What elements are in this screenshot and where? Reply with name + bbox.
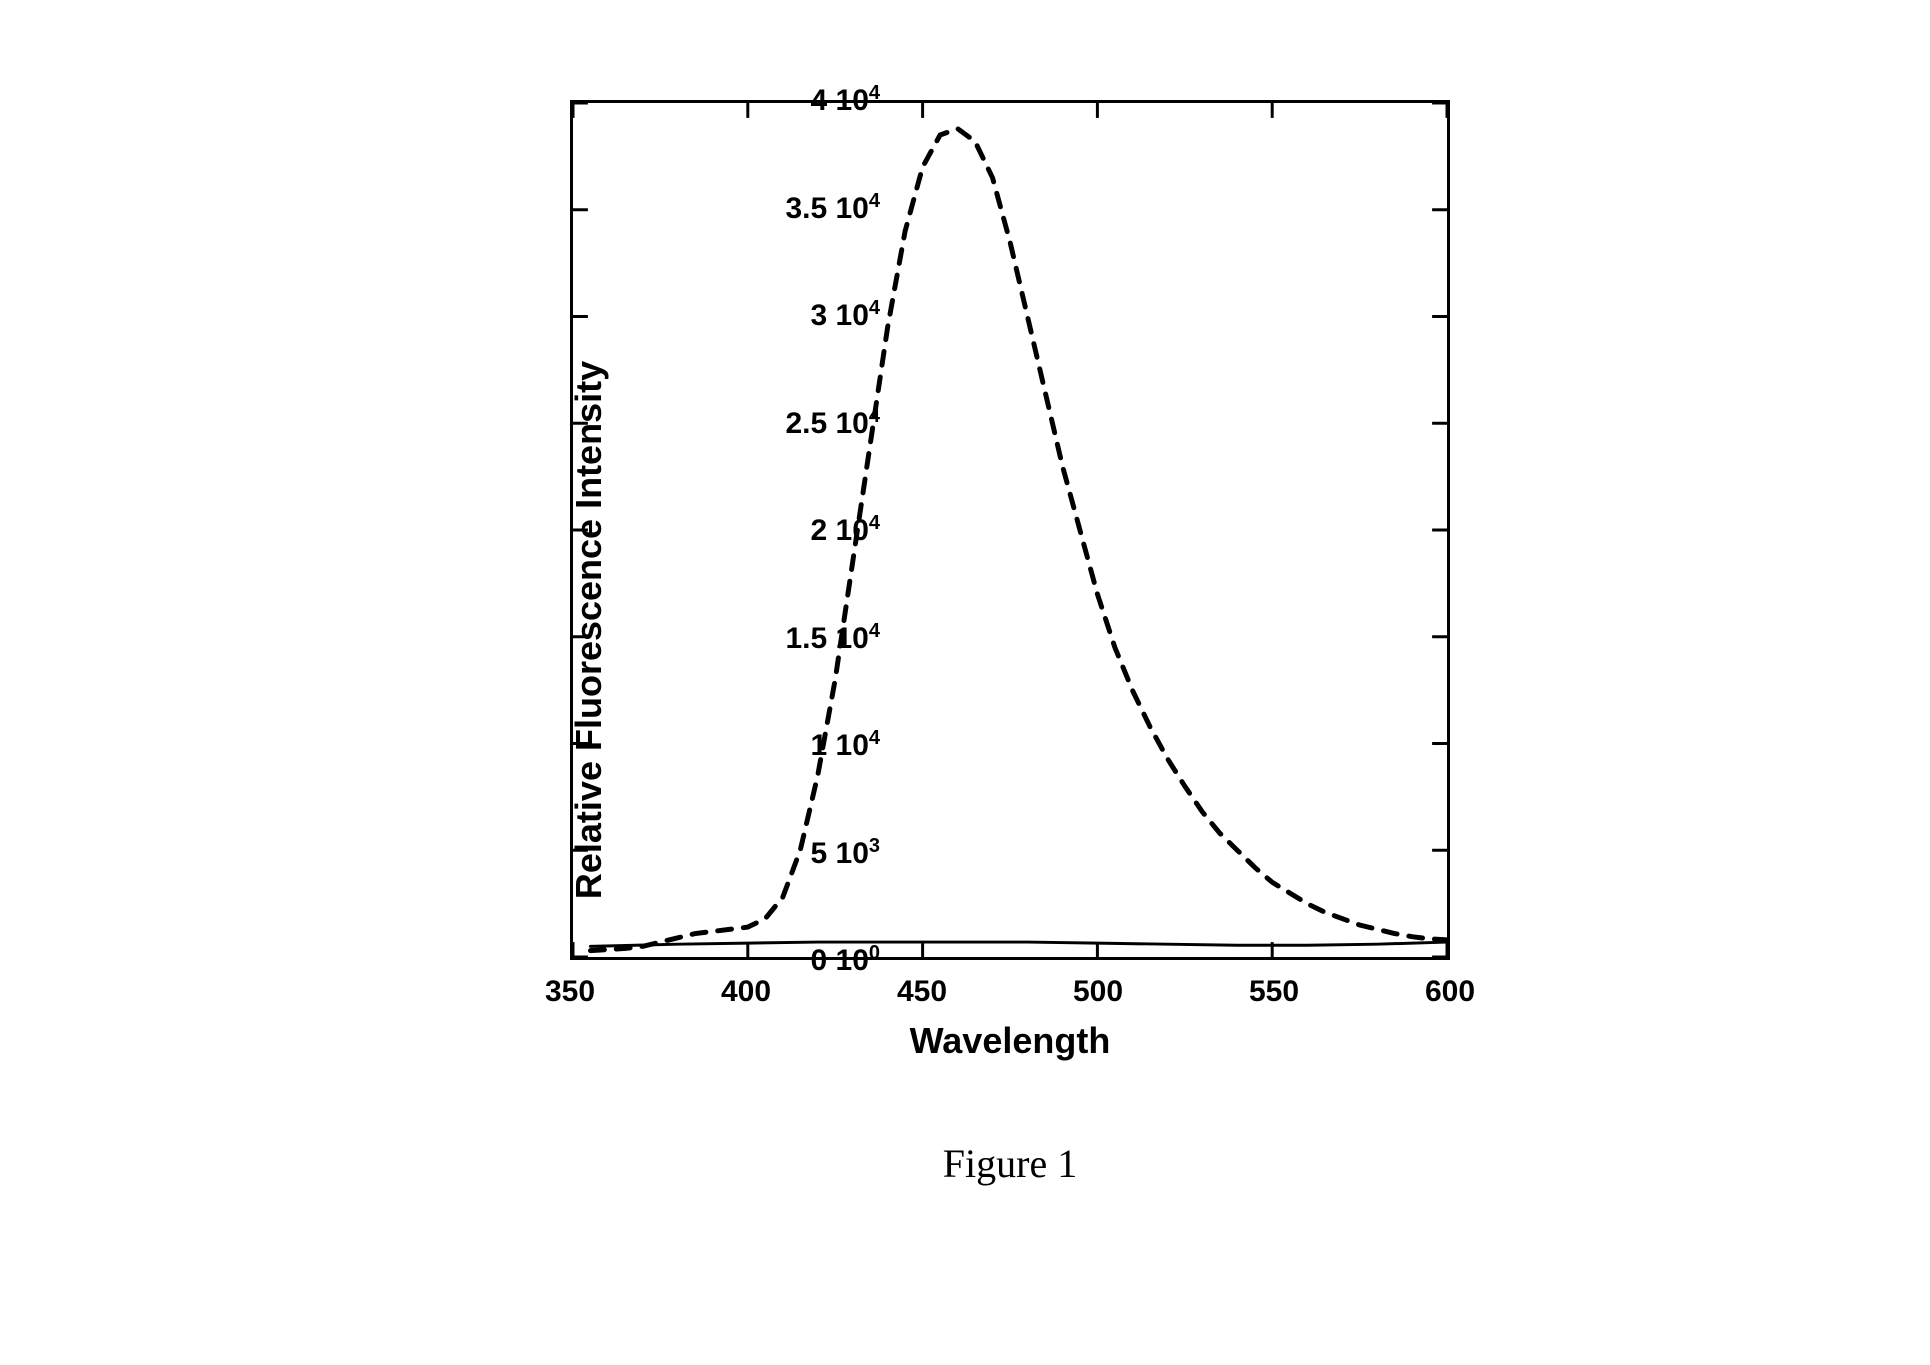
y-tick-label: 4 104 [810, 82, 880, 118]
plot-area [570, 100, 1450, 960]
y-tick-label: 3.5 104 [785, 190, 880, 226]
y-axis-label: Relative Fluorescence Intensity [568, 361, 610, 899]
x-axis-label: Wavelength [570, 1020, 1450, 1062]
y-tick-label: 1 104 [810, 727, 880, 763]
y-tick-label: 2.5 104 [785, 405, 880, 441]
series-dashed-peak [590, 129, 1447, 951]
x-tick-label: 450 [897, 975, 947, 1009]
y-tick-label: 0 100 [810, 942, 880, 978]
y-tick-label: 2 104 [810, 512, 880, 548]
figure-caption: Figure 1 [570, 1140, 1450, 1187]
x-tick-label: 400 [721, 975, 771, 1009]
y-tick-label: 3 104 [810, 297, 880, 333]
x-tick-label: 500 [1073, 975, 1123, 1009]
chart-container: Relative Fluorescence Intensity Waveleng… [350, 80, 1550, 1180]
x-tick-label: 350 [545, 975, 595, 1009]
x-tick-label: 600 [1425, 975, 1475, 1009]
chart-svg [573, 103, 1447, 957]
x-tick-label: 550 [1249, 975, 1299, 1009]
y-tick-label: 1.5 104 [785, 620, 880, 656]
series-solid-baseline [590, 942, 1447, 946]
y-tick-label: 5 103 [810, 835, 880, 871]
